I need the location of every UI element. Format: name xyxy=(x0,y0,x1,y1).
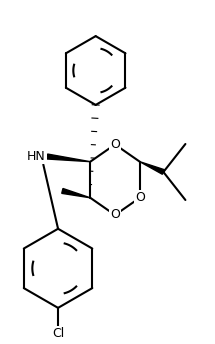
Polygon shape xyxy=(140,162,164,174)
Polygon shape xyxy=(47,154,90,162)
Polygon shape xyxy=(62,189,90,198)
Text: O: O xyxy=(110,138,120,151)
Text: O: O xyxy=(110,208,120,222)
Text: O: O xyxy=(135,191,145,204)
Text: Cl: Cl xyxy=(52,327,64,340)
Text: HN: HN xyxy=(26,150,45,163)
